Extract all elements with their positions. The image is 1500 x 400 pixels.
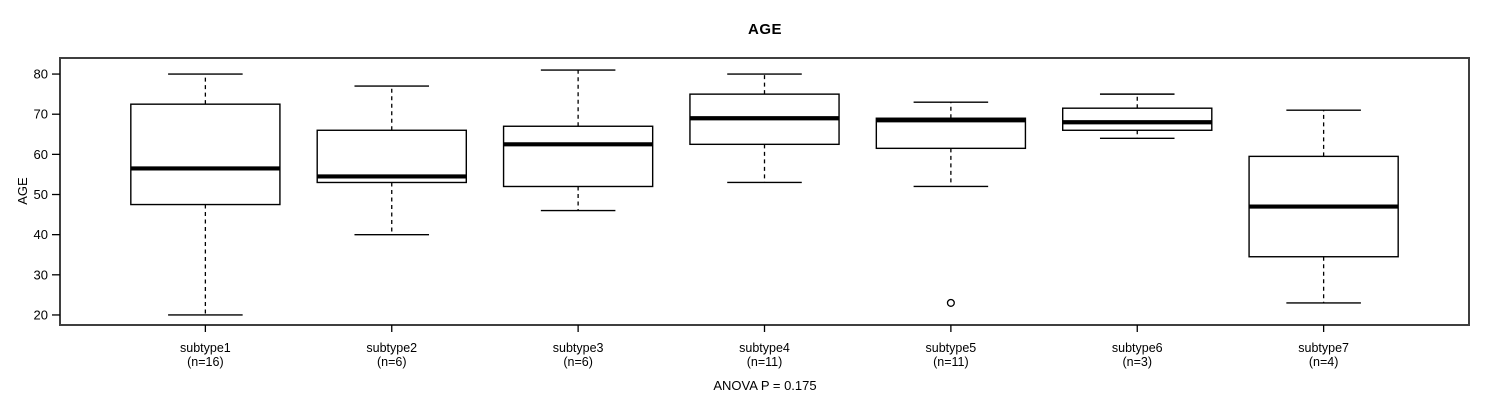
x-category-label: subtype4 (739, 341, 790, 355)
x-category-label: subtype7 (1298, 341, 1349, 355)
x-category-sublabel: (n=11) (933, 355, 969, 369)
y-tick-label: 70 (34, 107, 48, 122)
y-tick-label: 20 (34, 307, 48, 322)
x-category-label: subtype6 (1112, 341, 1163, 355)
chart-title: AGE (748, 21, 782, 38)
x-category-label: subtype1 (180, 341, 231, 355)
y-axis-title: AGE (15, 177, 30, 205)
y-tick-label: 30 (34, 267, 48, 282)
iqr-box (1062, 107, 1213, 131)
y-tick-label: 80 (34, 67, 48, 82)
x-category-sublabel: (n=4) (1309, 355, 1339, 369)
x-category-label: subtype3 (553, 341, 604, 355)
y-tick-label: 40 (34, 227, 48, 242)
y-tick-label: 50 (34, 187, 48, 202)
iqr-box (130, 103, 281, 206)
anova-annotation: ANOVA P = 0.175 (713, 378, 816, 393)
iqr-box (875, 117, 1027, 150)
plot-area: 20304050607080subtype1(n=16)subtype2(n=6… (34, 57, 1470, 369)
y-tick-label: 60 (34, 147, 48, 162)
x-category-label: subtype2 (366, 341, 417, 355)
iqr-box (502, 125, 654, 188)
x-category-sublabel: (n=6) (563, 355, 593, 369)
x-category-sublabel: (n=3) (1122, 355, 1152, 369)
iqr-box (316, 129, 467, 184)
x-category-sublabel: (n=11) (747, 355, 783, 369)
x-category-label: subtype5 (926, 341, 977, 355)
x-category-sublabel: (n=6) (377, 355, 407, 369)
outlier-point (946, 298, 955, 307)
x-category-sublabel: (n=16) (187, 355, 223, 369)
